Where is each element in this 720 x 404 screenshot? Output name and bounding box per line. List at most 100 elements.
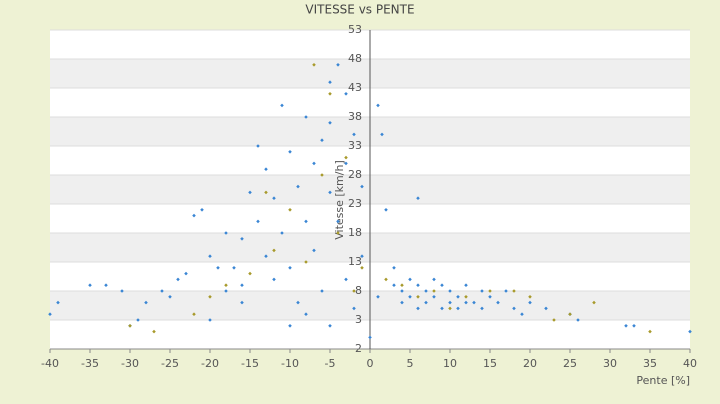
scatter-point bbox=[288, 208, 292, 212]
scatter-point bbox=[288, 266, 292, 270]
scatter-point bbox=[224, 283, 228, 287]
x-tick-label: 10 bbox=[443, 357, 457, 370]
y-tick-label: 43 bbox=[348, 81, 362, 94]
scatter-point bbox=[240, 300, 244, 305]
scatter-point bbox=[304, 219, 308, 224]
scatter-point bbox=[48, 312, 52, 316]
scatter-point bbox=[312, 161, 316, 166]
scatter-point bbox=[464, 283, 468, 287]
scatter-point bbox=[480, 306, 484, 311]
scatter-point bbox=[568, 312, 572, 316]
scatter-point bbox=[104, 283, 108, 287]
y-tick-label: 28 bbox=[348, 168, 362, 181]
scatter-point bbox=[384, 277, 388, 282]
scatter-point bbox=[368, 335, 372, 340]
scatter-point bbox=[496, 300, 500, 305]
scatter-point bbox=[512, 306, 516, 311]
scatter-point bbox=[208, 295, 212, 299]
scatter-point bbox=[344, 92, 348, 96]
scatter-point bbox=[256, 144, 260, 148]
scatter-point bbox=[336, 231, 340, 235]
y-axis-title: Vitesse [km/h] bbox=[333, 160, 346, 240]
scatter-point bbox=[200, 208, 204, 212]
y-tick-label: 38 bbox=[348, 110, 362, 123]
scatter-point bbox=[176, 277, 180, 282]
scatter-point bbox=[416, 283, 420, 287]
scatter-point bbox=[344, 161, 348, 166]
x-axis-title: Pente [%] bbox=[636, 374, 690, 387]
x-tick-label: -35 bbox=[81, 357, 99, 370]
scatter-point bbox=[456, 306, 460, 311]
scatter-point bbox=[688, 329, 692, 334]
x-tick-label: 25 bbox=[563, 357, 577, 370]
x-tick-label: 35 bbox=[643, 357, 657, 370]
scatter-point bbox=[272, 196, 276, 200]
scatter-point bbox=[488, 295, 492, 299]
scatter-point bbox=[400, 300, 404, 305]
scatter-point bbox=[296, 184, 300, 189]
scatter-point bbox=[328, 92, 332, 96]
scatter-point bbox=[408, 295, 412, 299]
scatter-point bbox=[456, 295, 460, 299]
x-tick-label: 40 bbox=[683, 357, 697, 370]
scatter-point bbox=[544, 306, 548, 311]
scatter-point bbox=[432, 295, 436, 299]
scatter-point bbox=[256, 219, 260, 224]
scatter-point bbox=[480, 289, 484, 293]
y-tick-label: 53 bbox=[348, 23, 362, 36]
scatter-point bbox=[240, 237, 244, 241]
scatter-point bbox=[328, 80, 332, 84]
scatter-point bbox=[312, 63, 316, 67]
y-tick-label: 13 bbox=[348, 255, 362, 268]
scatter-point bbox=[184, 271, 188, 276]
scatter-point bbox=[304, 115, 308, 119]
scatter-point bbox=[296, 300, 300, 305]
x-tick-label: -25 bbox=[161, 357, 179, 370]
scatter-point bbox=[144, 300, 148, 305]
scatter-point bbox=[168, 295, 172, 299]
scatter-point bbox=[472, 300, 476, 305]
scatter-point bbox=[328, 190, 332, 195]
scatter-point bbox=[376, 295, 380, 299]
scatter-point bbox=[416, 196, 420, 200]
scatter-point bbox=[376, 103, 380, 108]
scatter-point bbox=[192, 312, 196, 316]
scatter-point bbox=[240, 283, 244, 287]
scatter-point bbox=[520, 312, 524, 316]
scatter-point bbox=[464, 295, 468, 299]
scatter-point bbox=[328, 324, 332, 328]
scatter-point bbox=[448, 289, 452, 293]
scatter-point bbox=[392, 283, 396, 287]
y-tick-label: 33 bbox=[348, 139, 362, 152]
x-tick-label: 15 bbox=[483, 357, 497, 370]
scatter-point bbox=[272, 248, 276, 253]
scatter-point bbox=[344, 155, 348, 160]
scatter-point bbox=[208, 254, 212, 258]
scatter-point bbox=[448, 306, 452, 311]
x-tick-label: -15 bbox=[241, 357, 259, 370]
x-tick-label: 0 bbox=[367, 357, 374, 370]
scatter-point bbox=[288, 150, 292, 154]
scatter-point bbox=[408, 277, 412, 282]
scatter-point bbox=[528, 295, 532, 299]
y-tick-label: 8 bbox=[355, 284, 362, 297]
x-tick-label: 20 bbox=[523, 357, 537, 370]
scatter-point bbox=[352, 289, 356, 293]
scatter-point bbox=[504, 289, 508, 293]
scatter-point bbox=[592, 300, 596, 305]
scatter-point bbox=[344, 277, 348, 282]
scatter-point bbox=[392, 266, 396, 270]
scatter-point bbox=[528, 300, 532, 305]
scatter-point bbox=[576, 318, 580, 322]
x-tick-label: 30 bbox=[603, 357, 617, 370]
y-tick-label: 3 bbox=[355, 313, 362, 326]
chart-title: VITESSE vs PENTE bbox=[305, 3, 414, 17]
scatter-point bbox=[352, 306, 356, 311]
scatter-point bbox=[288, 324, 292, 328]
scatter-point bbox=[320, 173, 324, 177]
scatter-point bbox=[272, 277, 276, 282]
scatter-point bbox=[280, 231, 284, 235]
scatter-point bbox=[248, 271, 252, 276]
scatter-point bbox=[208, 318, 212, 322]
